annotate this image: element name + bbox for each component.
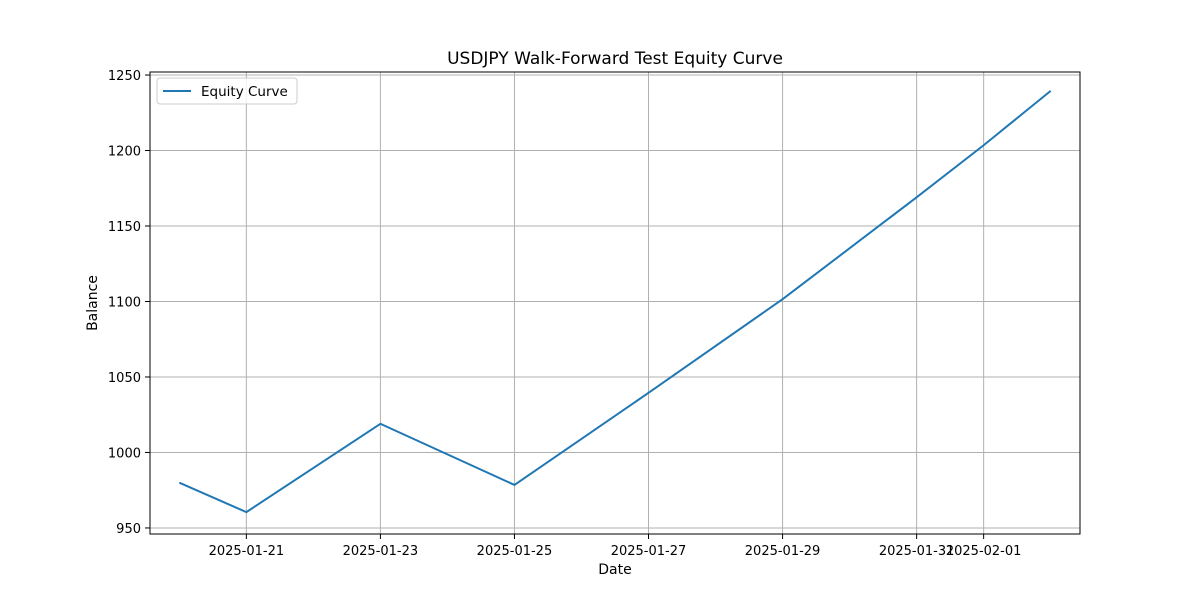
y-tick-label: 1250 (108, 69, 141, 84)
series-line-equity-curve (178, 90, 1052, 514)
x-tick-label: 2025-01-29 (745, 544, 821, 559)
y-tick-label: 1050 (108, 371, 141, 386)
legend-label: Equity Curve (201, 84, 288, 100)
y-tick-label: 1200 (108, 145, 141, 160)
y-tick-label: 1000 (108, 446, 141, 461)
x-axis-label: Date (598, 562, 631, 578)
x-tick-label: 2025-01-23 (343, 544, 419, 559)
y-tick-label: 1100 (108, 295, 141, 310)
legend-box (156, 77, 298, 105)
plot-frame (149, 71, 1081, 535)
x-axis: 2025-01-21 2025-01-23 2025-01-25 2025-01-27… (209, 534, 1022, 559)
chart-title: USDJPY Walk-Forward Test Equity Curve (447, 49, 783, 69)
x-tick-label: 2025-01-27 (611, 544, 687, 559)
series-layer (178, 90, 1052, 514)
x-tick-label: 2025-01-31 (879, 544, 955, 559)
x-tick-label: 2025-01-25 (477, 544, 553, 559)
y-axis-label: Balance (85, 275, 101, 331)
grid-lines (150, 72, 1080, 534)
legend: Equity Curve (156, 77, 298, 105)
y-axis: 950 1000 1050 1100 1150 1200 1250 (108, 69, 150, 537)
x-tick-label: 2025-01-21 (209, 544, 285, 559)
y-tick-label: 1150 (108, 220, 141, 235)
y-tick-label: 950 (116, 522, 141, 537)
x-tick-label: 2025-02-01 (946, 544, 1022, 559)
